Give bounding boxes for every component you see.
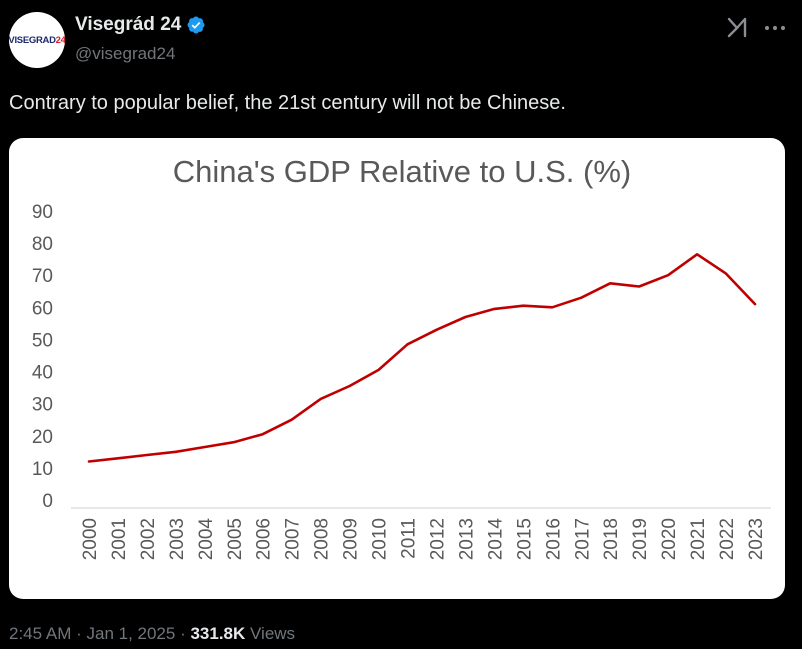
separator: ·: [175, 624, 191, 643]
y-tick-label: 20: [32, 427, 53, 448]
chart-image[interactable]: China's GDP Relative to U.S. (%) 0 10 20 30…: [9, 138, 785, 599]
x-tick-label: 2014: [485, 518, 506, 561]
x-tick-label: 2007: [283, 518, 304, 560]
x-tick-label: 2008: [312, 518, 333, 560]
x-tick-label: 2015: [514, 518, 535, 560]
y-tick-label: 60: [32, 298, 53, 319]
x-tick-label: 2006: [254, 518, 275, 560]
tweet-date[interactable]: Jan 1, 2025: [86, 624, 176, 643]
author-handle[interactable]: @visegrad24: [75, 44, 176, 63]
author-name-row[interactable]: Visegrád 24: [75, 14, 206, 36]
x-tick-label: 2004: [196, 518, 217, 561]
y-tick-label: 30: [32, 395, 53, 416]
more-icon[interactable]: [762, 15, 788, 41]
x-tick-label: 2019: [630, 518, 651, 560]
y-tick-label: 90: [32, 202, 53, 223]
views-count: 331.8K: [190, 624, 246, 643]
grok-icon[interactable]: [726, 16, 748, 38]
x-tick-label: 2023: [746, 518, 767, 560]
x-tick-label: 2012: [427, 518, 448, 560]
gdp-line-chart: China's GDP Relative to U.S. (%) 0 10 20 30…: [32, 154, 771, 561]
series-line: [87, 253, 757, 463]
x-tick-label: 2017: [572, 518, 593, 560]
tweet-time[interactable]: 2:45 AM: [9, 624, 72, 643]
display-name[interactable]: Visegrád 24: [75, 14, 182, 35]
avatar-logo: VISEGRAD24: [9, 34, 65, 46]
x-tick-label: 2010: [370, 518, 391, 560]
tweet-text: Contrary to popular belief, the 21st cen…: [9, 92, 566, 114]
y-tick-label: 80: [32, 234, 53, 255]
x-tick-label: 2022: [717, 518, 738, 560]
x-tick-label: 2011: [399, 518, 420, 559]
verified-badge-icon: [187, 16, 205, 34]
x-tick-label: 2001: [109, 518, 130, 560]
y-tick-label: 50: [32, 330, 53, 351]
y-tick-label: 70: [32, 266, 53, 287]
x-tick-label: 2002: [138, 518, 159, 560]
avatar[interactable]: VISEGRAD24: [9, 12, 65, 68]
y-tick-label: 10: [32, 459, 53, 480]
x-axis-ticks: 2000 2001 2002 2003 2004 2005 2006 2007 2008 2009…: [80, 518, 767, 561]
x-tick-label: 2016: [543, 518, 564, 560]
x-tick-label: 2020: [659, 518, 680, 560]
y-tick-label: 0: [42, 491, 53, 512]
y-tick-label: 40: [32, 363, 53, 384]
x-tick-label: 2013: [456, 518, 477, 560]
x-tick-label: 2021: [688, 518, 709, 560]
x-tick-label: 2018: [601, 518, 622, 560]
x-tick-label: 2000: [80, 518, 101, 560]
x-tick-label: 2003: [167, 518, 188, 560]
x-tick-label: 2009: [341, 518, 362, 560]
chart-title: China's GDP Relative to U.S. (%): [173, 154, 631, 189]
separator: ·: [71, 624, 87, 643]
tweet-footer: 2:45 AM · Jan 1, 2025 · 331.8K Views: [9, 624, 295, 644]
y-axis-ticks: 0 10 20 30 40 50 60 70 80 90: [32, 202, 53, 512]
views-label: Views: [245, 624, 296, 643]
x-tick-label: 2005: [225, 518, 246, 560]
